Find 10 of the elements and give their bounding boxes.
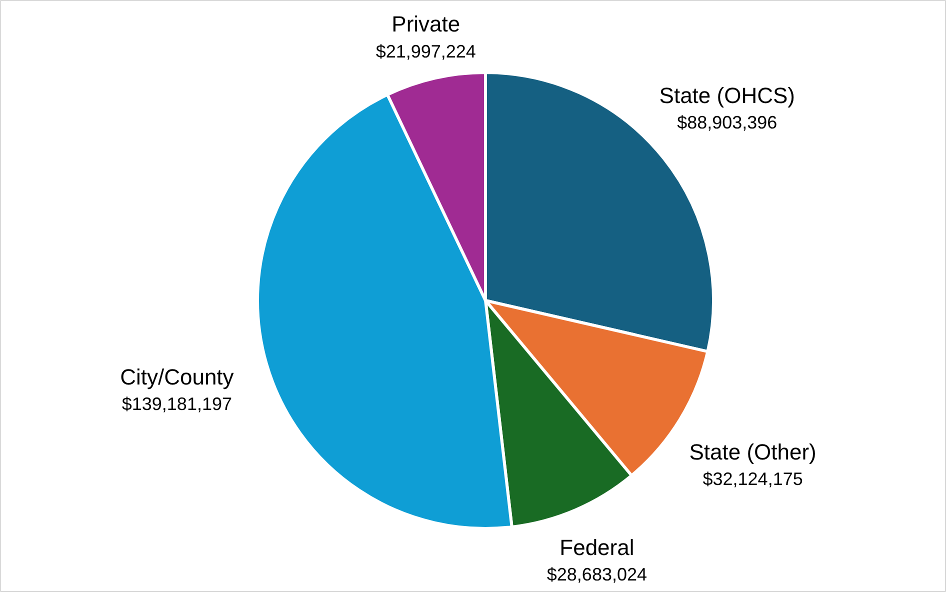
slice-label: Private bbox=[392, 12, 460, 37]
data-label: $21,997,224 bbox=[376, 41, 476, 62]
data-label: $28,683,024 bbox=[546, 564, 648, 584]
slice-label: Federal bbox=[560, 534, 634, 560]
data-label: $88,903,396 bbox=[677, 112, 778, 133]
data-label: $139,181,197 bbox=[122, 394, 232, 414]
slice-label: State (Other) bbox=[689, 440, 816, 465]
data-label: $32,124,175 bbox=[702, 469, 803, 490]
slice-label: State (OHCS) bbox=[659, 83, 795, 108]
slice-label: City/County bbox=[120, 364, 234, 390]
